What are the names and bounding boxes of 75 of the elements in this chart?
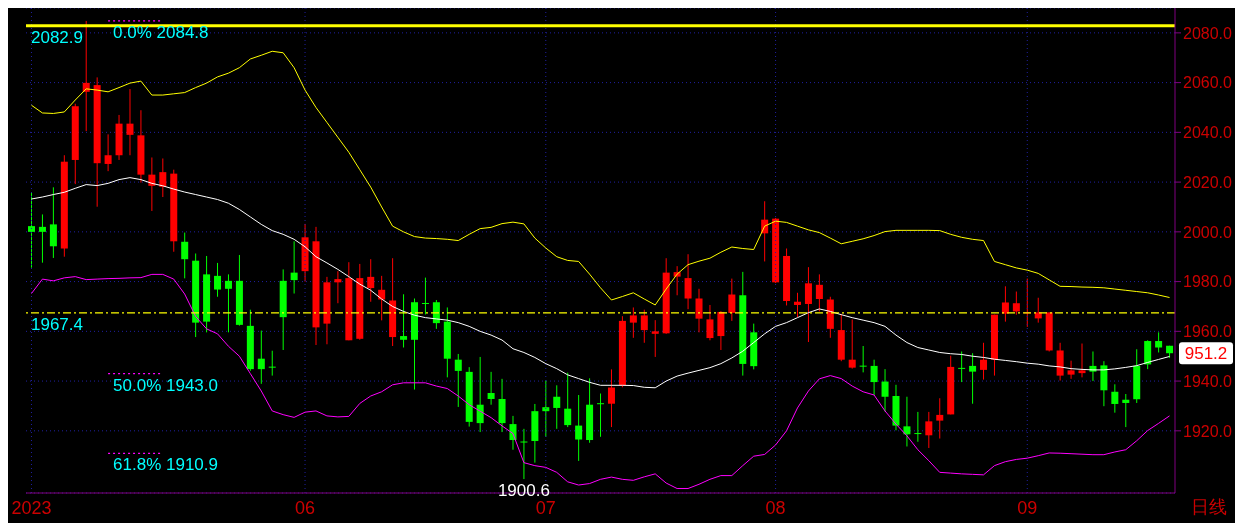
candlestick: [1078, 343, 1086, 378]
candlestick: [958, 350, 966, 383]
candlestick: [848, 318, 856, 370]
x-tick-label: 2023: [11, 497, 52, 518]
candlestick: [1001, 285, 1009, 323]
candlestick: [640, 309, 648, 344]
candlestick: [290, 240, 298, 295]
text: 日线: [1191, 496, 1227, 519]
candlestick: [607, 368, 615, 428]
candlestick: [903, 396, 911, 447]
candlestick: [914, 411, 922, 443]
candlestick: [104, 133, 112, 172]
y-tick-label: 2060.0: [1183, 74, 1233, 92]
candlestick: [1111, 383, 1119, 414]
candlestick: [268, 350, 276, 377]
candlestick: [969, 352, 977, 405]
candlestick: [925, 411, 933, 449]
y-tick-label: 1940.0: [1183, 372, 1233, 390]
candlestick: [706, 304, 714, 341]
ref-line-label: 50.0% 1943.0: [113, 375, 218, 395]
candlestick: [804, 266, 812, 343]
x-tick-label: 06: [295, 497, 316, 518]
x-tick-label: 08: [765, 497, 786, 518]
candlestick: [224, 273, 232, 333]
candlestick: [49, 186, 57, 259]
candlestick: [542, 380, 550, 438]
candlestick: [1144, 339, 1152, 370]
candlestick: [859, 345, 867, 373]
y-tick-label: 2080.0: [1183, 24, 1233, 42]
candlestick: [629, 306, 637, 339]
candlestick: [159, 157, 167, 198]
candlestick: [651, 319, 659, 358]
candlestick: [575, 394, 583, 462]
candlestick: [794, 292, 801, 318]
candlestick: [520, 428, 528, 480]
candlestick: [564, 372, 572, 428]
y-tick-label: 2000.0: [1183, 223, 1233, 241]
candlestick: [400, 293, 408, 348]
candlestick: [367, 258, 375, 303]
candlestick: [815, 273, 823, 312]
candlestick: [487, 371, 495, 406]
line-series: [30, 50, 1171, 306]
candlestick: [553, 384, 561, 430]
candlestick: [870, 359, 878, 396]
text: 951.2: [1184, 344, 1228, 364]
y-tick-label: 1920.0: [1183, 422, 1233, 440]
candlestick: [334, 270, 342, 304]
y-tick-label: 2040.0: [1183, 124, 1233, 142]
candlestick: [597, 393, 605, 438]
candlestick: [684, 253, 692, 310]
x-tick-label: 09: [1017, 497, 1038, 518]
ref-line-label: 61.8% 1910.9: [113, 455, 218, 475]
candlestick: [454, 353, 462, 408]
y-tick-label: 1980.0: [1183, 273, 1233, 291]
candlestick: [936, 397, 944, 440]
candlestick: [695, 288, 703, 333]
candlestick: [181, 232, 189, 279]
candlestick: [214, 262, 222, 298]
candlestick: [28, 191, 35, 269]
candlestick: [1012, 291, 1020, 316]
candlestick: [980, 342, 988, 381]
candlestick: [126, 88, 134, 156]
candlestick: [1155, 331, 1163, 353]
candlestick: [1122, 393, 1130, 428]
candlestick: [728, 278, 736, 322]
ref-line-label: 1967.4: [31, 314, 83, 334]
candlestick: [38, 213, 46, 264]
y-tick-label: 1960.0: [1183, 323, 1233, 341]
ref-line-label: 2082.9: [31, 27, 83, 47]
ref-line-label: 0.0% 2084.8: [113, 22, 209, 42]
candlestick: [1067, 360, 1075, 380]
candlestick: [257, 330, 265, 385]
y-tick-label: 2020.0: [1183, 173, 1233, 191]
candlestick: [881, 368, 889, 413]
candlestick: [421, 277, 429, 315]
